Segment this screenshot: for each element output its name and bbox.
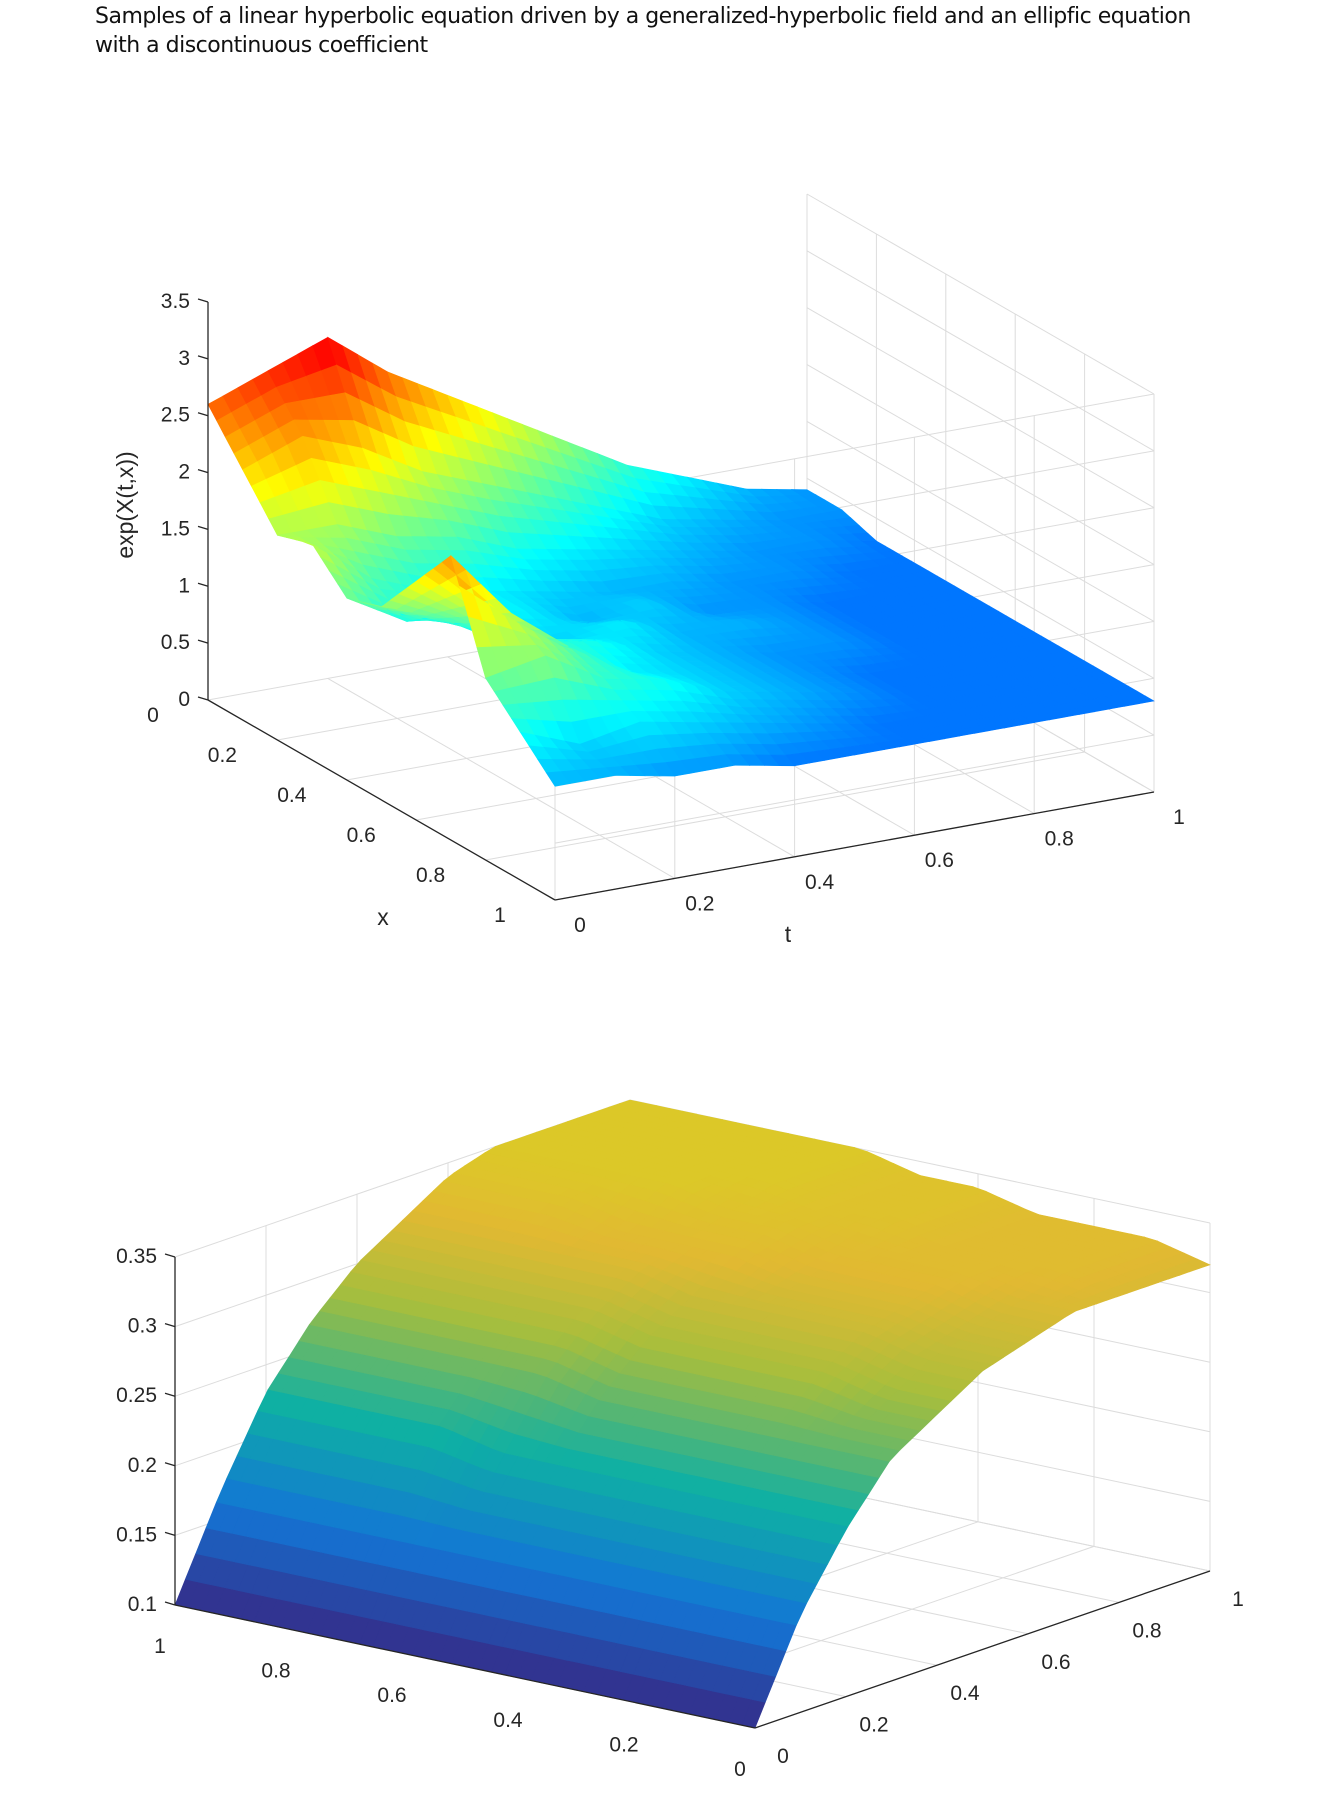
z-tick-label: 0.3 (128, 1315, 157, 1338)
z-tick-label: 0.25 (116, 1384, 157, 1407)
w-tick-label: 0.6 (1041, 1651, 1070, 1674)
figure-caption: Samples of a linear hyperbolic equation … (95, 2, 1245, 60)
caption-line-2: with a discontinuous coefficient (95, 33, 428, 58)
z-tick-label: 0.2 (128, 1454, 157, 1477)
z-tick-mark (164, 1392, 176, 1397)
z-tick-label: 0.35 (116, 1245, 157, 1268)
u-tick-label: 1 (154, 1635, 166, 1658)
chart-1-surface-plot: 00.511.522.533.500.20.40.60.81 00.20.40.6… (112, 193, 1185, 947)
z-tick-mark (164, 1253, 176, 1258)
w-tick-label: 0.8 (1132, 1619, 1161, 1642)
grid-line (806, 364, 1155, 566)
w-tick-label: 0 (777, 1745, 789, 1768)
caption-line-1: Samples of a linear hyperbolic equation … (95, 4, 1191, 29)
grid-line (806, 250, 1155, 452)
z-tick-label: 0.15 (116, 1523, 157, 1546)
z-tick-mark (164, 1601, 176, 1606)
grid-line (485, 751, 1085, 861)
grid-line (554, 734, 1155, 844)
z-tick-label: 0.1 (128, 1593, 157, 1616)
w-tick-label: 1 (1232, 1588, 1244, 1611)
grid-line (806, 193, 1155, 395)
u-tick-label: 0 (734, 1758, 746, 1781)
grid-line (806, 477, 1155, 679)
u-tick-label: 0.4 (493, 1709, 523, 1732)
w-tick-label: 0.2 (859, 1714, 888, 1737)
w-axis-line (754, 1570, 1211, 1729)
chart-2-surface (174, 1099, 1211, 1729)
z-tick-mark (164, 1531, 176, 1537)
u-tick-label: 0.8 (261, 1660, 290, 1683)
grid-line (806, 307, 1155, 509)
chart-1-surface (207, 336, 1155, 787)
grid-line (327, 677, 676, 879)
u-tick-label: 0.2 (609, 1733, 638, 1756)
z-tick-mark (164, 1462, 176, 1467)
u-tick-label: 0.6 (377, 1684, 406, 1707)
z-tick-mark (164, 1322, 176, 1328)
w-tick-label: 0.4 (950, 1682, 980, 1705)
grid-line (806, 420, 1155, 622)
